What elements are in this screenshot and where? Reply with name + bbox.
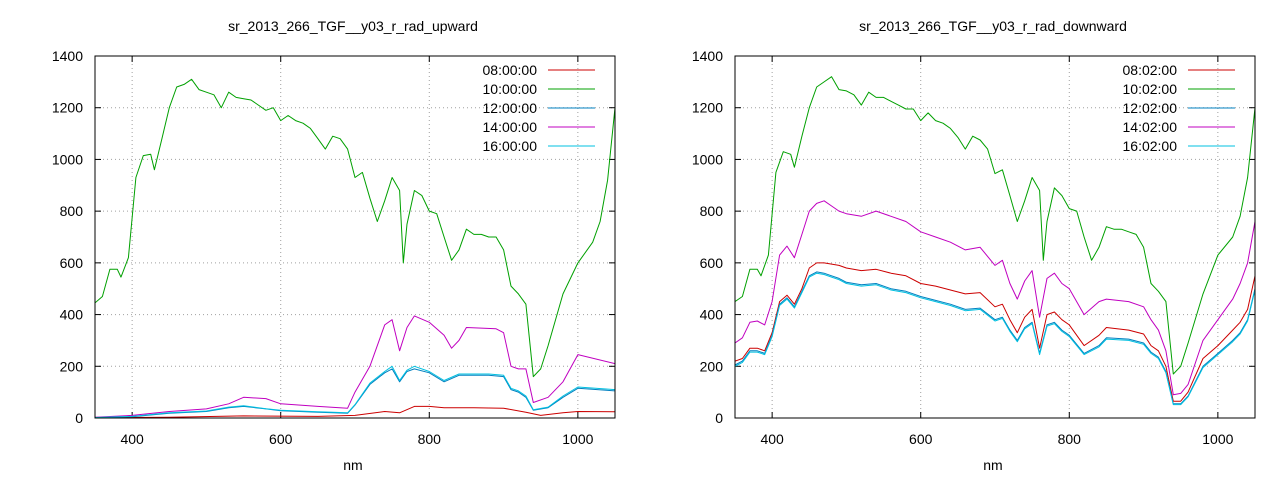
y-tick-label: 0 (715, 410, 723, 426)
legend-label: 16:02:00 (1123, 138, 1178, 154)
x-tick-label: 1000 (1202, 431, 1233, 447)
y-tick-label: 800 (700, 203, 724, 219)
y-tick-label: 600 (700, 255, 724, 271)
chart-panel-downward: 400 600 800 1000 0 200 400 600 800 1000 1200 1400 sr… (692, 18, 1256, 473)
x-tick-label: 400 (120, 431, 144, 447)
series-line (95, 78, 615, 378)
y-tick-label: 1400 (52, 48, 83, 64)
plot-frame (734, 55, 1256, 419)
y-tick-label: 1000 (52, 151, 83, 167)
legend-label: 14:00:00 (483, 119, 538, 135)
series-line (735, 200, 1255, 396)
y-tick-label: 200 (700, 358, 724, 374)
series-line (735, 262, 1255, 402)
x-axis-label: nm (983, 457, 1002, 473)
x-tick-label: 600 (909, 431, 933, 447)
y-tick-label: 800 (60, 203, 84, 219)
y-tick-label: 1400 (692, 48, 723, 64)
legend-label: 12:00:00 (483, 100, 538, 116)
chart-title: sr_2013_266_TGF__y03_r_rad_downward (859, 18, 1127, 34)
series-line (95, 405, 615, 418)
legend-label: 08:02:00 (1123, 62, 1178, 78)
series-line (95, 368, 615, 418)
x-tick-label: 800 (1058, 431, 1082, 447)
series-line (95, 365, 615, 418)
series-line (735, 272, 1255, 406)
x-tick-label: 400 (760, 431, 784, 447)
series-group (735, 76, 1255, 406)
x-axis-label: nm (343, 457, 362, 473)
legend-label: 10:00:00 (483, 81, 538, 97)
legend-label: 12:02:00 (1123, 100, 1178, 116)
y-tick-label: 200 (60, 358, 84, 374)
y-tick-label: 400 (60, 307, 84, 323)
legend-label: 14:02:00 (1123, 119, 1178, 135)
series-line (735, 271, 1255, 405)
y-tick-label: 1000 (692, 151, 723, 167)
y-tick-label: 1200 (52, 100, 83, 116)
y-tick-label: 400 (700, 307, 724, 323)
legend-label: 16:00:00 (483, 138, 538, 154)
series-group (95, 78, 615, 418)
legend-label: 08:00:00 (483, 62, 538, 78)
y-tick-label: 1200 (692, 100, 723, 116)
x-tick-label: 600 (269, 431, 293, 447)
y-tick-label: 0 (75, 410, 83, 426)
legend-label: 10:02:00 (1123, 81, 1178, 97)
y-tick-label: 600 (60, 255, 84, 271)
chart-title: sr_2013_266_TGF__y03_r_rad_upward (228, 18, 478, 34)
chart-panel-upward: 400 600 800 1000 0 200 400 600 800 1000 1200 1400 sr… (52, 18, 616, 473)
x-tick-label: 1000 (562, 431, 593, 447)
series-line (735, 76, 1255, 375)
x-tick-label: 800 (418, 431, 442, 447)
series-line (95, 315, 615, 418)
plot-frame (94, 55, 616, 419)
